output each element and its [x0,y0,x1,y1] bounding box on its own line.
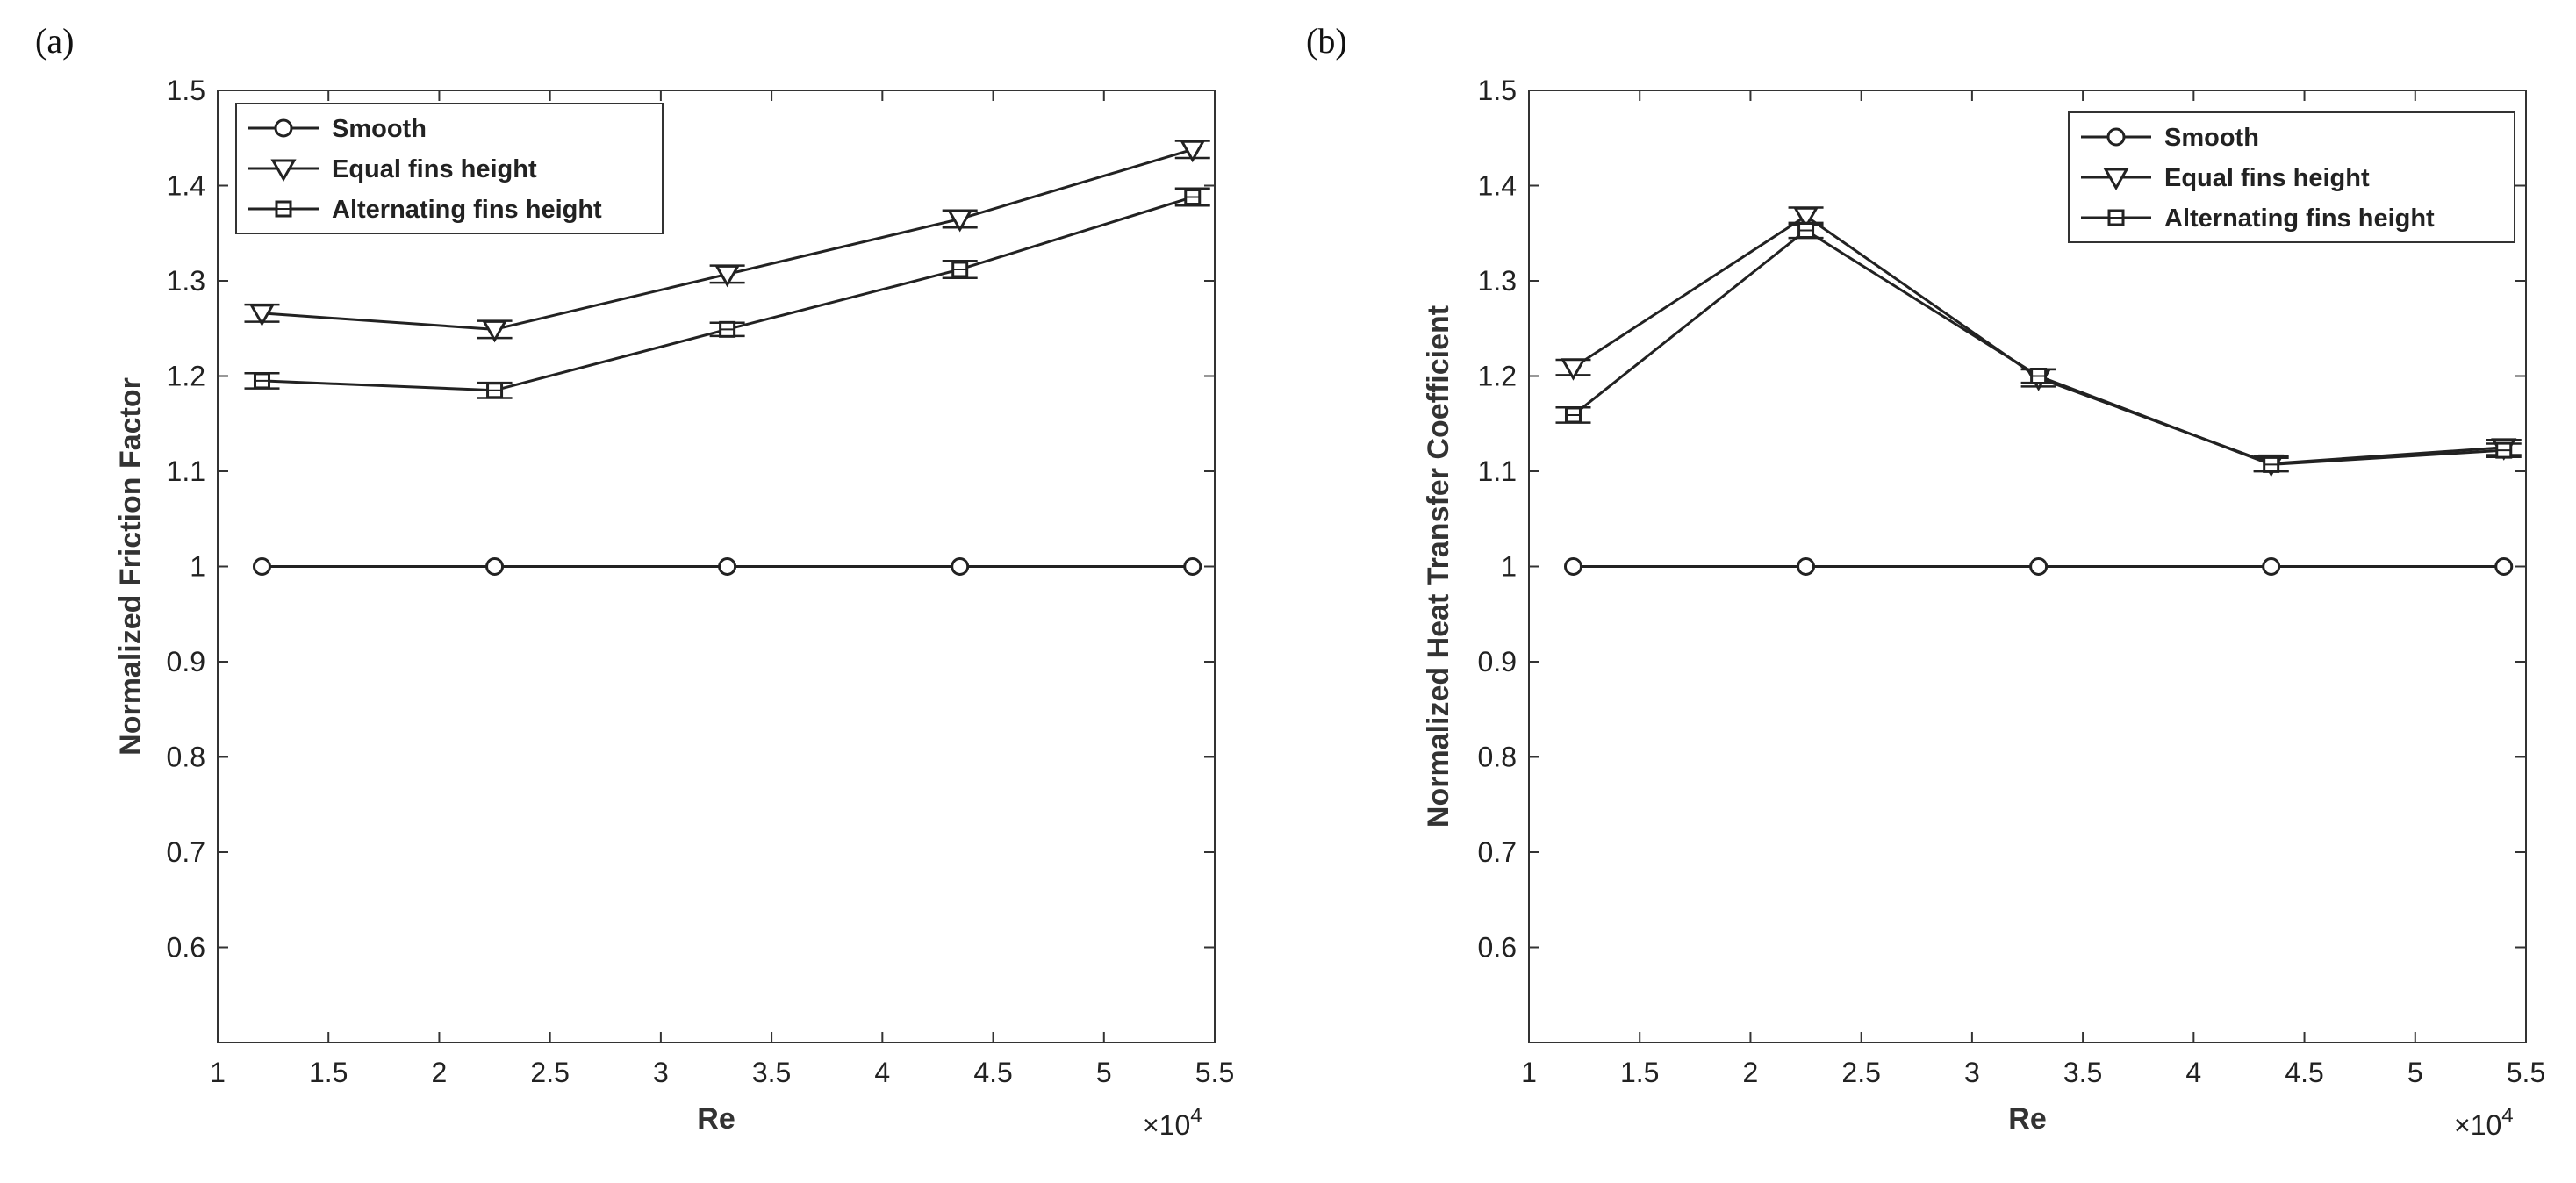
data-point [2029,557,2049,576]
x-tick-label: 3.5 [2063,1057,2102,1088]
data-point [951,557,970,576]
x-axis-label: Re [2008,1102,2046,1136]
x-axis-label: Re [697,1102,735,1136]
y-tick-label: 1.4 [167,170,205,202]
series-circle [252,557,1202,576]
data-point [718,557,737,576]
x-multiplier: ×104 [1143,1104,1202,1141]
data-point [485,557,505,576]
x-tick-label: 3 [1964,1057,1980,1088]
x-tick-label: 4.5 [973,1057,1012,1088]
data-point [1797,557,1816,576]
y-tick-label: 1.1 [1478,455,1517,487]
chart-panel-b: (b) 1 1.5 2 2.5 3 3.5 4 4.5 5 5.5 0.6 0.7 0.8 0.9 1 1.1 1… [1306,21,2545,1141]
data-point [252,557,271,576]
data-point [1792,206,1819,230]
series-triangle-down [1555,206,2522,477]
data-point [248,304,276,326]
data-point [1183,557,1202,576]
x-tick-label: 2.5 [1841,1057,1880,1088]
legend-entry: Smooth [2164,124,2259,152]
y-tick-label: 1.4 [1478,170,1517,202]
data-point [2262,557,2281,576]
y-tick-label: 0.9 [167,646,205,678]
legend-marker [274,118,293,138]
legend-marker [270,159,297,183]
series-square [1555,221,2522,473]
y-tick-label: 0.8 [167,742,205,773]
x-tick-label: 5 [1096,1057,1112,1088]
x-tick-label: 3.5 [752,1057,791,1088]
panel-label: (a) [35,21,74,61]
x-tick-label: 4.5 [2285,1057,2323,1088]
x-tick-label: 2 [1743,1057,1759,1088]
data-point [947,209,973,233]
y-axis-label: Normalized Friction Factor [114,377,147,756]
y-tick-label: 1.2 [167,361,205,392]
y-tick-label: 0.8 [1478,742,1517,773]
y-axis-label: Normalized Heat Transfer Coefficient [1422,305,1455,828]
y-tick-label: 0.9 [1478,646,1517,678]
data-point [481,319,508,343]
legend: Smooth Equal fins height Alternating fins … [2068,111,2515,243]
x-tick-label: 1.5 [1620,1057,1659,1088]
data-point [2494,557,2514,576]
y-tick-label: 1 [190,551,205,583]
legend-entry: Equal fins height [2164,164,2370,192]
legend-entry: Alternating fins height [2164,204,2435,233]
x-tick-label: 5 [2407,1057,2423,1088]
x-tick-label: 5.5 [1195,1057,1234,1088]
x-tick-label: 2 [432,1057,448,1088]
y-tick-label: 1.3 [1478,265,1517,297]
x-tick-label: 5.5 [2507,1057,2545,1088]
series-line [1572,228,2504,466]
y-tick-label: 1.5 [167,75,205,106]
x-tick-label: 1 [210,1057,226,1088]
chart-panel-a: (a) 1 1.5 2 2.5 3 3.5 4 4.5 5 5.5 0.6 0.7 0.8 0.9 1 1.1 1… [35,21,1234,1141]
series-triangle-down [244,140,1210,343]
y-tick-label: 0.6 [167,932,205,964]
legend-marker [2106,127,2126,147]
panel-label: (b) [1306,21,1347,61]
series-circle [1563,557,2514,576]
data-point [714,264,741,288]
y-tick-label: 0.6 [1478,932,1517,964]
data-point [1560,358,1587,381]
x-tick-label: 1 [1521,1057,1537,1088]
data-point [1563,557,1582,576]
legend-entry: Alternating fins height [332,196,602,224]
y-tick-label: 0.7 [1478,836,1517,868]
legend: Smooth Equal fins height Alternating fins … [235,103,664,234]
y-tick-label: 1.2 [1478,361,1517,392]
x-multiplier: ×104 [2454,1104,2514,1141]
y-tick-label: 1.3 [167,265,205,297]
x-tick-label: 3 [653,1057,669,1088]
y-tick-label: 1 [1501,551,1517,583]
x-tick-label: 4 [874,1057,890,1088]
x-tick-label: 4 [2185,1057,2201,1088]
y-tick-label: 0.7 [167,836,205,868]
legend-marker [2103,168,2129,191]
series-line [1572,214,2504,465]
series-square [244,187,1210,399]
y-tick-label: 1.1 [167,455,205,487]
data-point [1180,140,1206,163]
legend-entry: Smooth [332,115,427,143]
y-tick-label: 1.5 [1478,75,1517,106]
x-tick-label: 1.5 [309,1057,348,1088]
legend-entry: Equal fins height [332,155,537,183]
x-tick-label: 2.5 [530,1057,569,1088]
